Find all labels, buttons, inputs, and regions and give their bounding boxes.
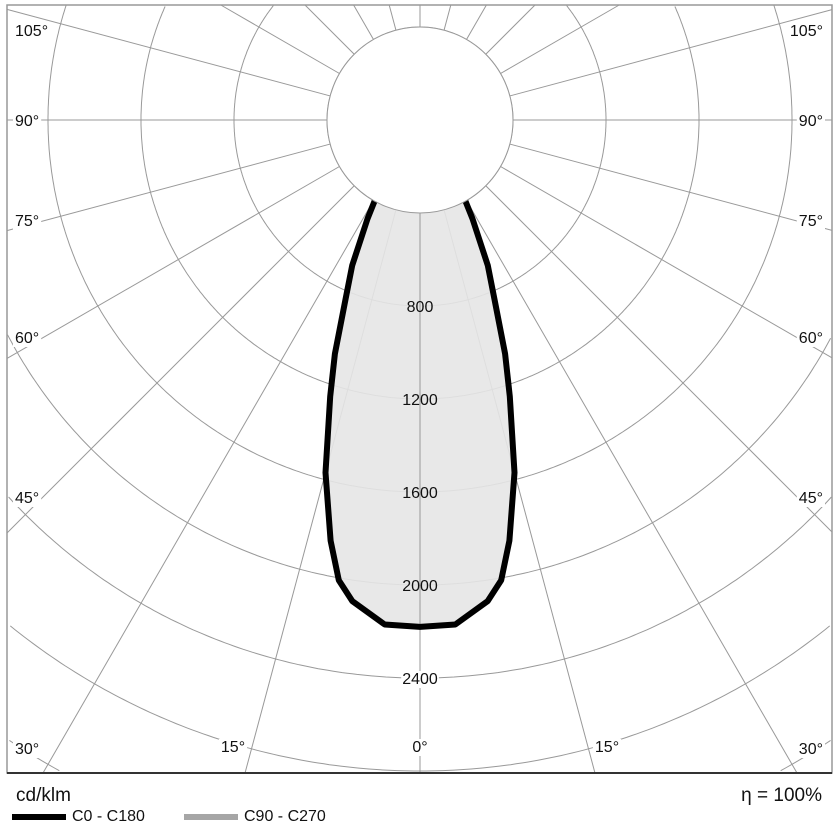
radial-gridline — [6, 166, 340, 359]
radial-gridline — [500, 166, 833, 359]
label-bg — [796, 213, 825, 230]
legend-label: C90 - C270 — [244, 808, 326, 825]
label-bg — [218, 739, 248, 756]
radial-tick-label: 800 — [407, 299, 434, 316]
radial-gridline — [466, 4, 487, 40]
legend-label: C0 - C180 — [72, 808, 145, 825]
angle-label: 105° — [790, 23, 823, 40]
label-bg — [796, 490, 825, 507]
label-bg — [787, 23, 825, 40]
radial-tick-label: 1600 — [402, 485, 438, 502]
radial-tick-label: 1200 — [402, 392, 438, 409]
radial-gridline — [485, 4, 536, 55]
legend-item-c90-c270: C90 - C270 — [184, 808, 326, 826]
radial-gridcircle — [773, 4, 793, 120]
radial-gridline — [443, 4, 452, 31]
radial-gridline — [509, 143, 833, 231]
label-bg — [796, 330, 825, 347]
curve-line-c0-c180 — [322, 117, 518, 630]
angle-label: 15° — [221, 739, 245, 756]
angle-label: 90° — [799, 113, 823, 130]
efficiency-label: η = 100% — [741, 785, 822, 806]
angle-labels: 105° 90° 75° 60° 45° 30° 105° 90° 75° 60° 45° 30° 15… — [13, 23, 825, 758]
unit-label: cd/klm — [16, 785, 71, 806]
angle-label: 60° — [15, 330, 39, 347]
label-bg — [13, 23, 51, 40]
label-bg — [796, 113, 825, 130]
legend-item-c0-c180: C0 - C180 — [12, 808, 145, 826]
center-mask — [326, 26, 514, 214]
angle-label: 0° — [412, 739, 427, 756]
radial-gridcircle — [674, 6, 700, 120]
radial-gridline — [500, 4, 620, 74]
angle-label: 105° — [15, 23, 48, 40]
radial-gridline — [388, 4, 397, 31]
angle-label: 45° — [15, 490, 39, 507]
legend-swatch-gray — [184, 814, 238, 820]
angle-label: 60° — [799, 330, 823, 347]
label-bg — [13, 330, 42, 347]
radial-gridline — [304, 4, 355, 55]
label-bg — [13, 113, 42, 130]
radial-gridline — [6, 185, 355, 534]
label-bg — [13, 490, 42, 507]
radial-gridline — [6, 8, 331, 97]
label-bg — [410, 739, 430, 756]
label-bg — [13, 741, 42, 758]
angle-label: 45° — [799, 490, 823, 507]
radial-gridline — [485, 185, 833, 533]
label-bg — [401, 671, 439, 688]
radial-tick-label: 2400 — [402, 671, 438, 688]
radial-gridline — [353, 4, 374, 40]
angle-label: 30° — [15, 741, 39, 758]
legend-swatch-black — [12, 814, 66, 820]
angle-label: 75° — [799, 213, 823, 230]
angle-label: 75° — [15, 213, 39, 230]
radial-gridline — [220, 4, 340, 74]
radial-labels: 800 1200 1600 2000 2400 — [401, 299, 439, 688]
radial-gridline — [509, 9, 833, 97]
label-bg — [796, 741, 825, 758]
label-bg — [592, 739, 622, 756]
intensity-curves — [322, 117, 518, 773]
radial-gridline — [42, 200, 374, 774]
radial-gridline — [466, 200, 798, 774]
radial-tick-label: 2000 — [402, 578, 438, 595]
radial-gridline — [6, 143, 331, 232]
label-bg — [13, 213, 42, 230]
angle-label: 90° — [15, 113, 39, 130]
angle-label: 15° — [595, 739, 619, 756]
angle-label: 30° — [799, 741, 823, 758]
radial-gridcircle — [566, 5, 607, 120]
